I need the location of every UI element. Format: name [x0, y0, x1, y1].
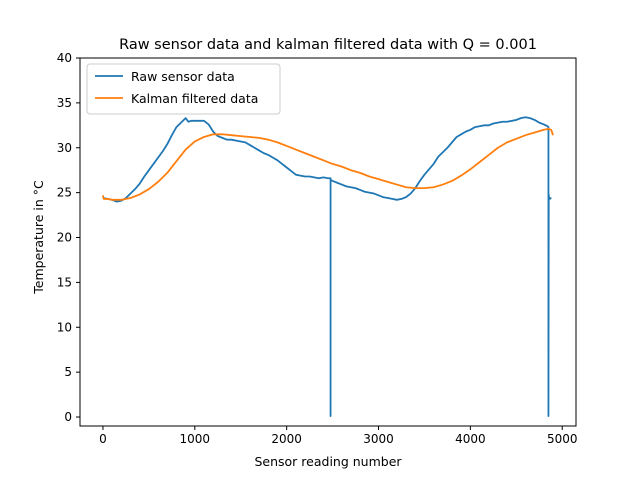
legend: Raw sensor data Kalman filtered data [86, 63, 281, 115]
axes: 0 1000 2000 3000 4000 5000 0 5 10 15 20 25 30 35 40 [57, 51, 578, 446]
y-tick-label: 5 [64, 365, 72, 379]
x-axis-label: Sensor reading number [254, 454, 402, 469]
y-tick-label: 10 [57, 320, 72, 334]
x-tick-label: 1000 [180, 432, 211, 446]
legend-label-kalman: Kalman filtered data [131, 91, 258, 106]
series-line-0 [102, 116, 552, 418]
y-tick-label: 25 [57, 186, 72, 200]
y-tick-label: 30 [57, 141, 72, 155]
x-tick-label: 4000 [455, 432, 486, 446]
series-line-1 [102, 128, 554, 201]
y-axis-label: Temperature in °C [31, 180, 46, 295]
plot-area [102, 116, 554, 418]
y-tick-label: 20 [57, 231, 72, 245]
chart-title: Raw sensor data and kalman filtered data… [119, 37, 537, 53]
legend-label-raw: Raw sensor data [131, 69, 235, 84]
x-tick-label: 3000 [363, 432, 394, 446]
y-tick-label: 35 [57, 96, 72, 110]
x-tick-label: 0 [99, 432, 107, 446]
y-tick-label: 0 [64, 410, 72, 424]
y-tick-label: 40 [57, 51, 72, 65]
x-tick-label: 5000 [547, 432, 578, 446]
y-tick-label: 15 [57, 275, 72, 289]
axes-frame [79, 57, 577, 427]
legend-box [86, 63, 281, 115]
x-tick-label: 2000 [271, 432, 302, 446]
